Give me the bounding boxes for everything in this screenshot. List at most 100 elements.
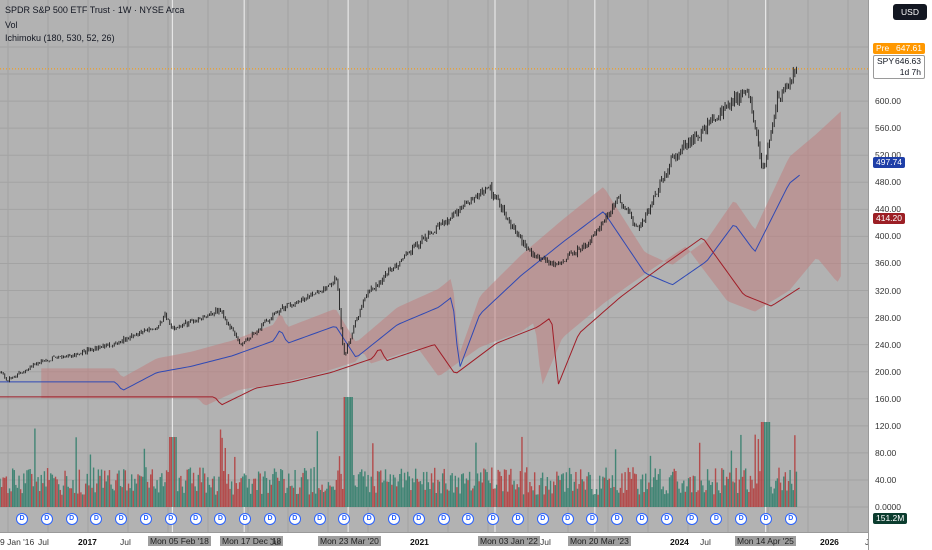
volume-bar: [789, 469, 791, 507]
dividend-event-icon[interactable]: D: [388, 513, 400, 525]
dividend-event-icon[interactable]: D: [189, 513, 202, 525]
volume-bar: [703, 492, 706, 507]
volume-bar: [349, 397, 352, 507]
dividend-event-icon[interactable]: D: [462, 513, 475, 525]
dividend-event-icon[interactable]: D: [760, 513, 772, 525]
dividend-event-icon[interactable]: D: [214, 513, 227, 525]
volume-bar: [281, 470, 284, 507]
volume-bar: [153, 486, 155, 507]
volume-bar: [251, 483, 253, 507]
dividend-event-icon[interactable]: D: [710, 513, 723, 525]
volume-bar: [395, 486, 398, 507]
volume-bar: [130, 474, 133, 507]
volume-bar: [359, 471, 361, 507]
dividend-event-icon[interactable]: D: [437, 513, 450, 525]
dividend-event-icon[interactable]: D: [313, 513, 326, 525]
dividend-event-icon[interactable]: D: [412, 513, 425, 525]
volume-bar: [729, 472, 731, 507]
volume-bar: [353, 475, 355, 507]
volume-bar: [340, 473, 342, 507]
dividend-event-icon[interactable]: D: [611, 513, 624, 525]
price-axis[interactable]: USD 680.00640.00600.00560.00520.00480.00…: [868, 0, 932, 550]
volume-bar: [453, 492, 455, 507]
volume-bar: [698, 442, 701, 507]
volume-bar: [632, 467, 634, 507]
volume-bar: [257, 471, 260, 507]
dividend-event-icon[interactable]: D: [536, 513, 549, 525]
volume-bar: [157, 492, 160, 507]
dividend-event-icon[interactable]: D: [115, 513, 128, 525]
dividend-event-icon[interactable]: D: [784, 513, 797, 525]
dividend-event-icon[interactable]: D: [561, 513, 574, 525]
dividend-event-icon[interactable]: D: [487, 513, 500, 525]
dividend-event-icon[interactable]: D: [264, 513, 276, 525]
volume-bar: [625, 489, 628, 507]
volume-bar: [38, 491, 41, 507]
dividend-event-icon[interactable]: D: [660, 513, 673, 525]
volume-bar: [318, 488, 320, 507]
dividend-event-icon[interactable]: D: [735, 513, 748, 525]
volume-bar: [768, 422, 771, 507]
volume-bar: [48, 480, 50, 507]
dividend-event-icon[interactable]: D: [40, 513, 53, 525]
volume-bar: [500, 476, 503, 507]
dividend-event-icon[interactable]: D: [140, 513, 152, 525]
time-tick: Jul: [120, 537, 131, 547]
bar-countdown: 1d 7h: [899, 67, 921, 77]
volume-bar: [437, 479, 439, 507]
time-axis[interactable]: 9 Jan '16 Jul 2017 Jul Mon 05 Feb '18 Mon 17 …: [0, 532, 868, 550]
dividend-event-icon[interactable]: D: [363, 513, 376, 525]
time-tick: Mon 17 Dec '18: [220, 536, 284, 546]
volume-bar: [221, 437, 223, 507]
volume-bar: [678, 488, 680, 507]
volume-bar: [248, 478, 250, 507]
volume-bar: [691, 492, 693, 507]
volume-bar: [652, 477, 655, 507]
volume-bar: [267, 492, 269, 507]
volume-bar: [449, 475, 452, 507]
volume-bar: [137, 474, 139, 507]
dividend-event-icon[interactable]: D: [685, 513, 698, 525]
volume-bar: [454, 475, 457, 507]
volume-bar: [31, 473, 33, 507]
dividend-event-icon[interactable]: D: [636, 513, 648, 525]
volume-bar: [481, 482, 484, 507]
dividend-event-icon[interactable]: D: [90, 513, 103, 525]
volume-bar: [226, 483, 228, 507]
price-tick: 520.00: [875, 150, 901, 161]
volume-bar: [295, 493, 298, 507]
dividend-event-icon[interactable]: D: [65, 513, 78, 525]
volume-bar: [4, 477, 6, 507]
volume-bar: [111, 488, 114, 507]
dividend-event-icon[interactable]: D: [239, 513, 252, 525]
dividend-event-icon[interactable]: D: [16, 513, 28, 525]
volume-bar: [781, 490, 783, 507]
volume-bar: [315, 493, 317, 507]
volume-bar: [46, 468, 49, 507]
volume-bar: [540, 477, 542, 507]
volume-bar: [45, 486, 47, 507]
dividend-event-icon[interactable]: D: [288, 513, 301, 525]
volume-bar: [242, 476, 244, 507]
volume-bar: [345, 397, 347, 507]
dividend-event-icon[interactable]: D: [338, 513, 351, 525]
volume-bar: [289, 486, 292, 507]
volume-bar: [521, 436, 523, 507]
volume-bar: [400, 468, 403, 507]
volume-bar: [337, 470, 339, 507]
dividend-event-icon[interactable]: D: [512, 513, 524, 525]
currency-button[interactable]: USD: [893, 4, 927, 20]
volume-bar: [529, 481, 531, 507]
price-tick: 360.00: [875, 258, 901, 269]
plot-area[interactable]: SPDR S&P 500 ETF Trust · 1W · NYSE Arca …: [0, 0, 868, 532]
volume-bar: [462, 473, 464, 507]
volume-bar: [51, 474, 54, 507]
volume-bar: [367, 474, 369, 507]
price-tick: 80.00: [875, 447, 897, 458]
volume-bar: [191, 483, 193, 507]
volume-bar: [470, 490, 472, 507]
dividend-event-icon[interactable]: D: [586, 513, 599, 525]
volume-bar: [364, 471, 366, 507]
volume-bar: [784, 472, 787, 507]
dividend-event-icon[interactable]: D: [164, 513, 177, 525]
